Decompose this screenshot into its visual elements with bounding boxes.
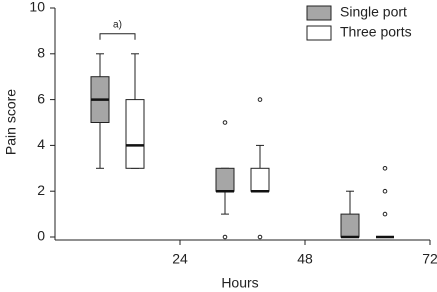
outlier: [222, 120, 228, 125]
significance-bracket: [99, 33, 136, 40]
y-tick-label: 0: [37, 228, 45, 244]
y-tick-label: 10: [29, 0, 45, 15]
x-axis-label: Hours: [221, 275, 258, 291]
x-tick-label: 24: [172, 251, 188, 267]
x-tick-label: 48: [297, 251, 313, 267]
box: [215, 167, 235, 192]
y-axis-label: Pain score: [3, 89, 19, 155]
x-tick-label: 72: [422, 251, 437, 267]
y-tick-label: 6: [37, 90, 45, 106]
outlier: [257, 234, 263, 240]
legend-swatch: [306, 5, 332, 21]
y-tick-label: 2: [37, 182, 45, 198]
outlier: [382, 166, 388, 171]
y-tick-label: 8: [37, 45, 45, 61]
y-tick-label: 4: [37, 136, 45, 152]
annotation: a): [113, 19, 122, 30]
box: [340, 213, 360, 238]
legend-label: Single port: [340, 4, 407, 20]
legend-swatch: [306, 25, 332, 41]
outlier: [382, 188, 388, 194]
outlier: [257, 97, 263, 102]
outlier: [222, 234, 228, 240]
box: [125, 99, 145, 169]
legend-label: Three ports: [340, 24, 412, 40]
box: [250, 167, 270, 192]
outlier: [382, 211, 388, 217]
